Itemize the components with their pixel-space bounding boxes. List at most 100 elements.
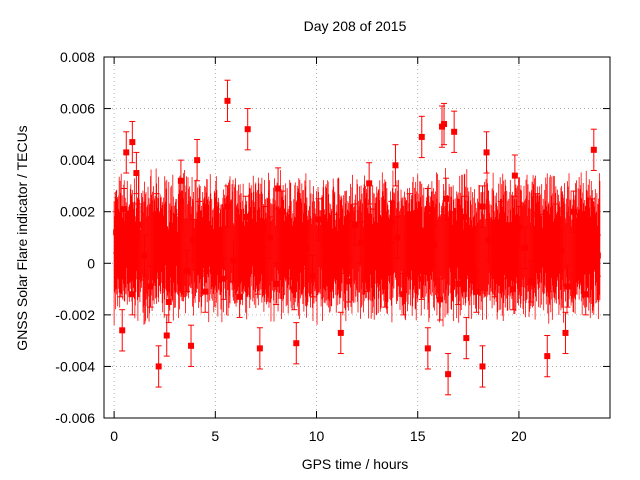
data-point xyxy=(582,291,589,298)
data-point xyxy=(279,208,286,215)
data-point xyxy=(123,149,130,156)
data-point xyxy=(345,278,352,285)
data-point xyxy=(242,213,249,220)
data-point xyxy=(133,170,140,177)
data-point xyxy=(479,203,486,210)
data-point xyxy=(327,265,334,272)
plot-border xyxy=(103,56,611,419)
data-point xyxy=(119,327,126,334)
data-point xyxy=(190,237,197,244)
data-point xyxy=(155,363,162,370)
data-point xyxy=(449,229,456,236)
data-point xyxy=(558,247,565,254)
data-point xyxy=(544,353,551,360)
data-point xyxy=(588,216,595,223)
data-point xyxy=(528,278,535,285)
data-point xyxy=(147,283,154,290)
data-point xyxy=(485,237,492,244)
data-point xyxy=(594,252,601,259)
x-tick-label: 0 xyxy=(110,428,118,444)
y-tick-label: 0.004 xyxy=(60,152,95,168)
data-point xyxy=(273,280,280,287)
data-point xyxy=(224,97,231,104)
data-point xyxy=(275,185,282,192)
data-point xyxy=(129,139,136,146)
data-point xyxy=(351,221,358,228)
data-point xyxy=(503,255,510,262)
data-point xyxy=(339,249,346,256)
y-tick-label: 0 xyxy=(87,255,95,271)
data-point xyxy=(183,268,190,275)
data-point xyxy=(441,121,448,128)
data-point xyxy=(562,329,569,336)
data-point xyxy=(254,270,261,277)
data-point xyxy=(461,213,468,220)
data-point xyxy=(576,239,583,246)
data-point xyxy=(321,237,328,244)
y-tick-label: -0.006 xyxy=(55,410,95,426)
data-point xyxy=(188,342,195,349)
data-point xyxy=(473,288,480,295)
data-point xyxy=(366,180,373,187)
data-point xyxy=(153,211,160,218)
data-point xyxy=(430,242,437,249)
data-point xyxy=(424,345,431,352)
data-point xyxy=(479,363,486,370)
y-tick-label: 0.002 xyxy=(60,204,95,220)
y-tick-label: -0.004 xyxy=(55,358,95,374)
data-point xyxy=(418,133,425,140)
data-point xyxy=(443,195,450,202)
y-tick-label: 0.006 xyxy=(60,101,95,117)
data-point xyxy=(570,208,577,215)
data-point xyxy=(418,275,425,282)
data-point xyxy=(564,283,571,290)
data-point xyxy=(266,234,273,241)
data-point xyxy=(358,239,365,246)
data-point xyxy=(165,298,172,305)
data-point xyxy=(370,226,377,233)
data-point xyxy=(392,162,399,169)
data-point xyxy=(141,252,148,259)
data-point xyxy=(177,177,184,184)
data-point xyxy=(260,224,267,231)
data-point xyxy=(248,242,255,249)
data-point xyxy=(491,273,498,280)
x-axis-label: GPS time / hours xyxy=(301,456,409,472)
data-point xyxy=(515,224,522,231)
data-point xyxy=(163,332,170,339)
data-point xyxy=(394,234,401,241)
data-point xyxy=(534,211,541,218)
data-point xyxy=(552,221,559,228)
data-point xyxy=(121,206,128,213)
data-point xyxy=(113,229,120,236)
data-point xyxy=(400,291,407,298)
data-point xyxy=(412,252,419,259)
data-point xyxy=(436,296,443,303)
data-point xyxy=(337,329,344,336)
data-point xyxy=(159,244,166,251)
y-axis-label: GNSS Solar Flare indicator / TECUs xyxy=(14,125,30,351)
data-point xyxy=(303,244,310,251)
y-tick-label: 0.008 xyxy=(60,49,95,65)
data-point xyxy=(388,219,395,226)
data-point xyxy=(483,149,490,156)
data-point xyxy=(497,219,504,226)
data-point xyxy=(285,255,292,262)
x-tick-label: 5 xyxy=(211,428,219,444)
data-point xyxy=(208,247,215,254)
data-point xyxy=(590,146,597,153)
data-point xyxy=(291,286,298,293)
data-point xyxy=(230,257,237,264)
data-point xyxy=(406,211,413,218)
axis-ticks xyxy=(104,56,610,419)
data-point xyxy=(171,231,178,238)
chart-title: Day 208 of 2015 xyxy=(303,18,407,34)
data-point xyxy=(256,345,263,352)
data-point xyxy=(521,244,528,251)
data-point xyxy=(244,126,251,133)
data-point xyxy=(424,206,431,213)
data-point xyxy=(236,293,243,300)
data-point xyxy=(220,275,227,282)
data-point xyxy=(546,268,553,275)
